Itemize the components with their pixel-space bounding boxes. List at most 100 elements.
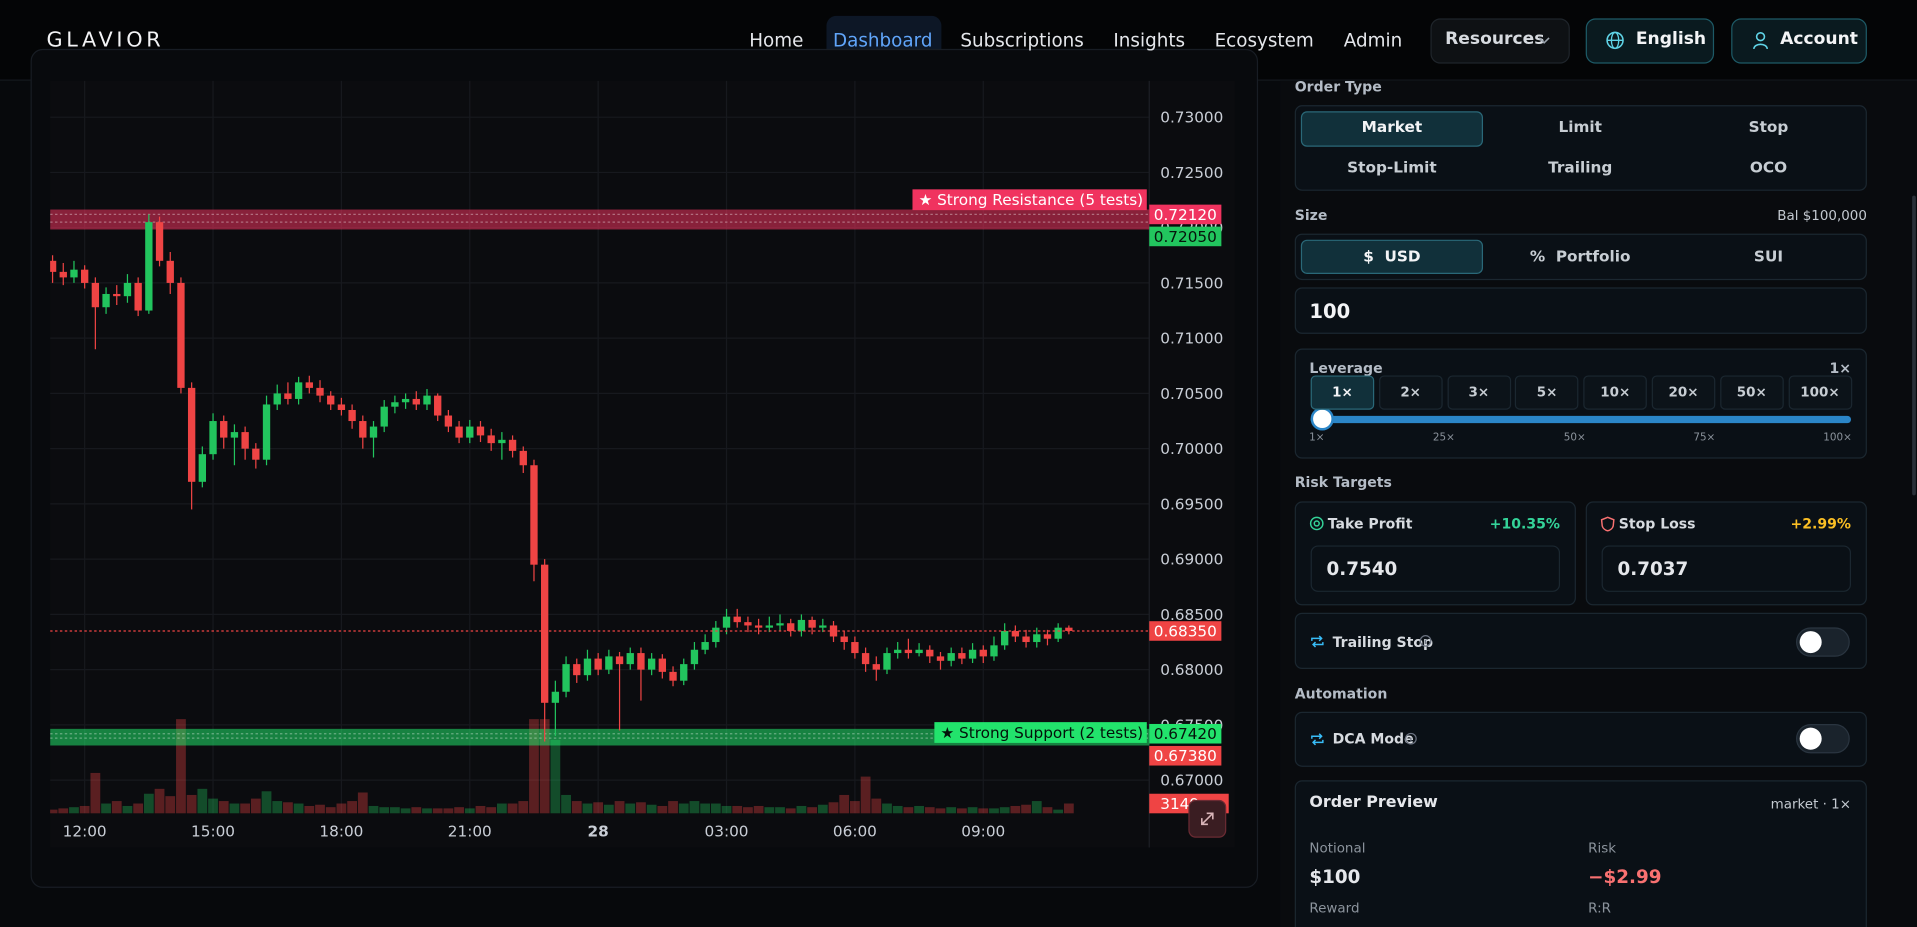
candle-body xyxy=(669,671,677,681)
volume-bar xyxy=(582,803,593,814)
volume-bar xyxy=(625,803,636,814)
volume-bar xyxy=(892,805,903,814)
candle-body xyxy=(508,439,517,451)
size-input[interactable] xyxy=(1294,287,1867,334)
volume-bar xyxy=(518,801,529,814)
x-tick-label: 03:00 xyxy=(705,823,749,841)
candle-body xyxy=(904,649,913,654)
volume-bar xyxy=(101,803,111,814)
candle-body xyxy=(91,282,100,308)
rr-label: R:R xyxy=(1588,900,1611,917)
chevron-icon xyxy=(1538,37,1550,44)
stop-loss-input[interactable] xyxy=(1601,545,1852,592)
volume-bar xyxy=(315,804,325,814)
leverage-option[interactable]: 20× xyxy=(1651,375,1716,410)
volume-bar xyxy=(336,803,347,814)
candle-body xyxy=(155,222,164,261)
order-type-button[interactable]: Limit xyxy=(1558,117,1602,136)
level-badge xyxy=(1149,204,1222,225)
candle-body xyxy=(776,623,784,626)
order-type-button[interactable]: Market xyxy=(1361,117,1423,136)
y-tick-label: 0.68000 xyxy=(1160,661,1223,679)
y-tick-label: 0.69000 xyxy=(1160,551,1223,569)
candle-body xyxy=(1054,627,1062,639)
volume-bar xyxy=(882,803,892,814)
leverage-slider-track[interactable] xyxy=(1310,415,1852,424)
order-type-button[interactable]: Stop-Limit xyxy=(1347,157,1437,177)
volume-bar xyxy=(272,801,283,814)
size-unit-button[interactable]: $ USD xyxy=(1363,247,1421,266)
candle-body xyxy=(1011,630,1020,637)
candle-body xyxy=(754,625,763,628)
account-button[interactable] xyxy=(1731,18,1867,64)
y-tick-label: 0.70000 xyxy=(1160,440,1223,458)
volume-bar xyxy=(924,807,935,814)
volume-bar xyxy=(1031,801,1042,814)
leverage-slider-knob[interactable] xyxy=(1310,407,1334,431)
take-profit-input[interactable] xyxy=(1310,545,1561,592)
candle-body xyxy=(369,426,378,438)
preview-title: Order Preview xyxy=(1309,793,1438,813)
size-unit-button[interactable]: % Portfolio xyxy=(1529,247,1631,266)
leverage-option[interactable]: 50× xyxy=(1719,375,1784,410)
order-type-button[interactable]: Trailing xyxy=(1548,157,1613,177)
nav-link[interactable]: Ecosystem xyxy=(1214,29,1314,52)
candle-body xyxy=(177,282,185,388)
trailing-stop-toggle[interactable] xyxy=(1795,627,1850,657)
leverage-option[interactable]: 2× xyxy=(1378,375,1443,410)
x-tick-label: 12:00 xyxy=(63,823,107,841)
shield-icon xyxy=(1600,516,1615,532)
volume-bar xyxy=(454,807,464,814)
slider-tick-label: 50× xyxy=(1563,431,1586,444)
logo[interactable]: GLAVIOR xyxy=(46,28,165,53)
volume-bar xyxy=(250,798,261,814)
candle-body xyxy=(434,395,442,416)
volume-bar xyxy=(422,808,432,814)
volume-bar xyxy=(700,803,711,814)
leverage-option[interactable]: 5× xyxy=(1515,375,1579,410)
volume-bar xyxy=(411,807,422,814)
volume-bar xyxy=(796,805,807,814)
volume-bar xyxy=(850,801,860,814)
nav-link[interactable]: Subscriptions xyxy=(960,29,1084,52)
expand-button[interactable] xyxy=(1188,799,1227,838)
volume-bar xyxy=(935,808,946,814)
nav-link[interactable]: Insights xyxy=(1113,29,1186,52)
target-icon xyxy=(1309,516,1324,531)
preview-mode: market · 1× xyxy=(1770,796,1852,813)
toggle-knob xyxy=(1799,631,1822,654)
candle-body xyxy=(50,260,57,272)
level-label: ★ Strong Resistance (5 tests) xyxy=(919,191,1144,209)
volume-bar xyxy=(486,807,497,814)
volume-bar xyxy=(69,807,79,814)
candle-body xyxy=(70,269,78,278)
nav-link[interactable]: Dashboard xyxy=(832,29,933,52)
candle-body xyxy=(883,653,891,670)
volume-bar xyxy=(989,808,999,814)
nav-link[interactable]: Admin xyxy=(1343,29,1403,52)
candle-body xyxy=(198,454,207,482)
dca-toggle[interactable] xyxy=(1795,724,1850,754)
level-label-bg xyxy=(912,189,1147,211)
candle-body xyxy=(583,658,592,676)
info-icon xyxy=(1419,634,1432,647)
candle-body xyxy=(979,649,987,657)
volume-bar xyxy=(603,804,614,814)
order-type-button[interactable]: Stop xyxy=(1748,117,1789,136)
candle-body xyxy=(59,271,67,278)
take-profit-percent: +10.35% xyxy=(1489,514,1561,533)
level-badge-text: 0.67420 xyxy=(1154,725,1217,743)
order-type-button[interactable]: OCO xyxy=(1749,157,1788,177)
balance: Bal $100,000 xyxy=(1777,207,1867,224)
nav-link[interactable]: Home xyxy=(749,29,804,52)
volume-bar xyxy=(379,807,390,814)
candle-body xyxy=(680,664,688,681)
leverage-option[interactable]: 10× xyxy=(1583,375,1648,410)
volume-bar xyxy=(646,804,657,814)
size-unit-button[interactable]: SUI xyxy=(1753,247,1784,266)
expand-icon xyxy=(1201,812,1214,826)
leverage-option[interactable]: 1× xyxy=(1310,375,1375,410)
leverage-option[interactable]: 100× xyxy=(1788,375,1852,410)
level-badge xyxy=(1149,723,1222,744)
leverage-option[interactable]: 3× xyxy=(1447,375,1511,410)
